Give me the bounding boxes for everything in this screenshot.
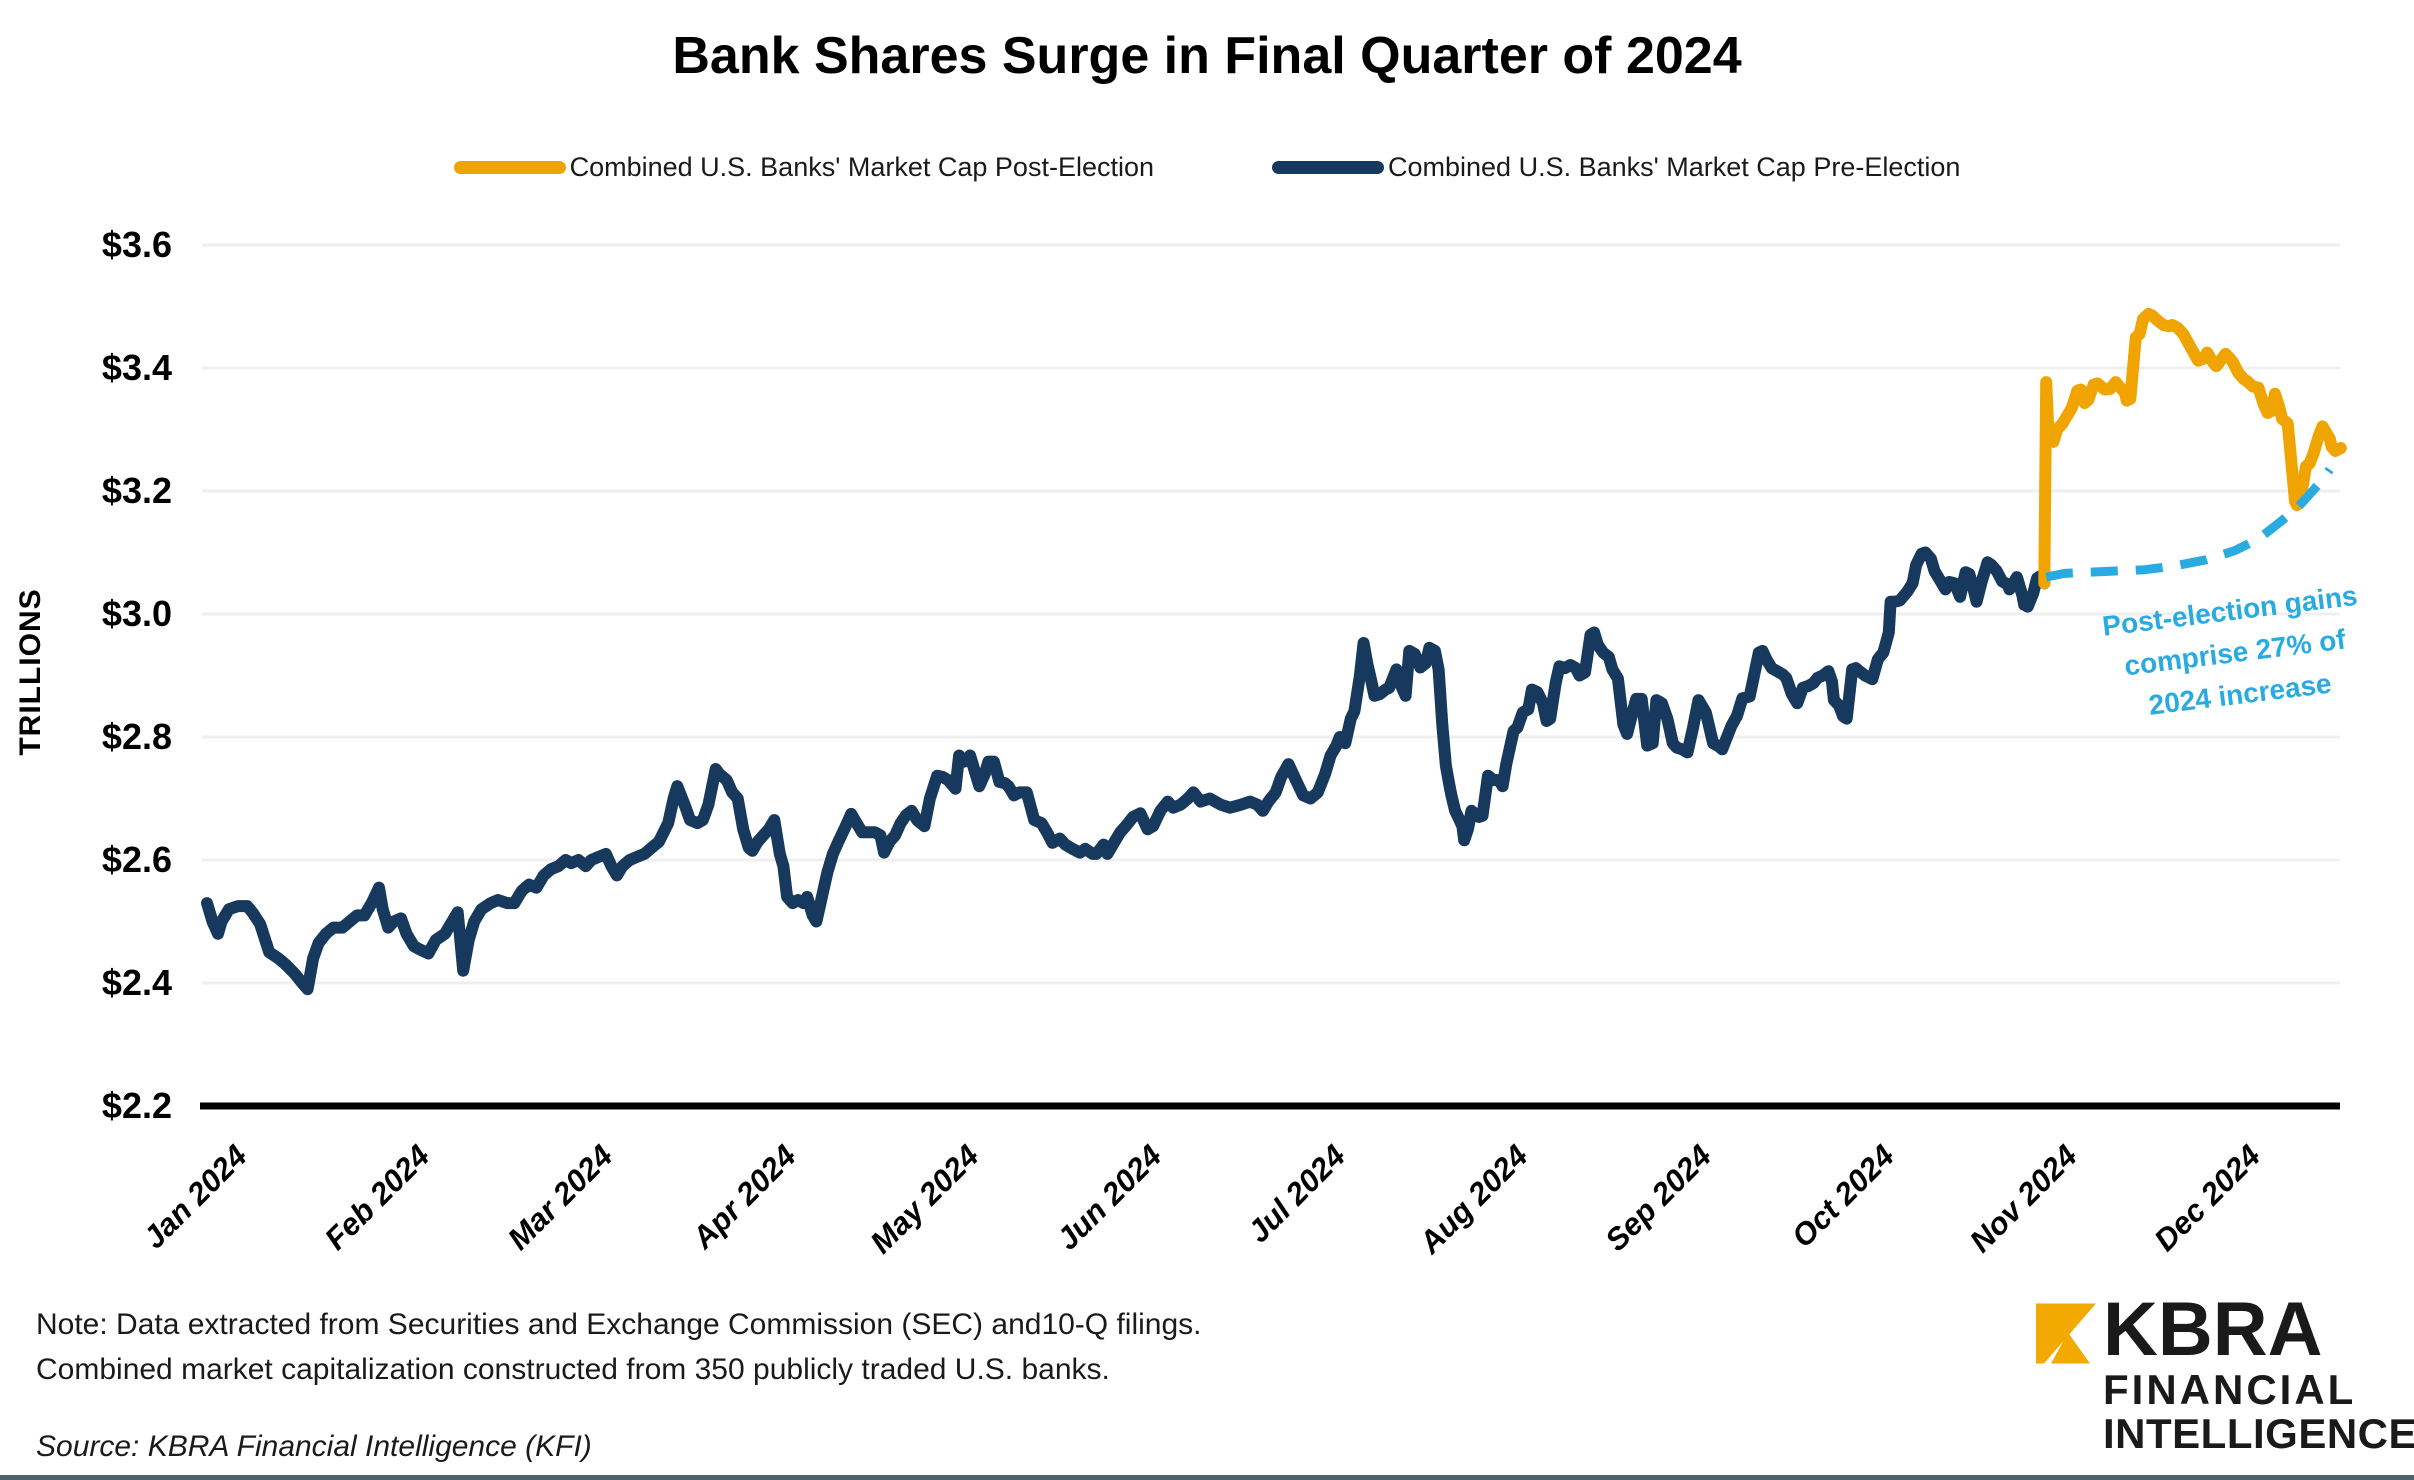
legend-item-post-election: Combined U.S. Banks' Market Cap Post-Ele…	[453, 152, 1154, 183]
y-tick-label: $3.0	[101, 593, 172, 634]
logo-wordmark: KBRA	[2103, 1287, 2323, 1372]
logo-subtitle-intelligence: INTELLIGENCE	[2103, 1410, 2414, 1457]
y-tick-label: $3.2	[101, 470, 172, 511]
footnote-line: Note: Data extracted from Securities and…	[36, 1308, 1202, 1341]
y-tick-label: $2.6	[101, 839, 172, 880]
series-line-projection	[2045, 466, 2334, 582]
legend: Combined U.S. Banks' Market Cap Post-Ele…	[0, 152, 2414, 183]
y-tick-label: $2.4	[101, 962, 172, 1003]
series-line-pre-election	[201, 546, 2051, 996]
y-tick-label: $2.2	[101, 1085, 172, 1126]
footnote-line: Combined market capitalization construct…	[36, 1353, 1110, 1386]
y-tick-label: $3.6	[101, 224, 172, 265]
logo-subtitle-financial: FINANCIAL	[2103, 1366, 2357, 1413]
y-axis-title: TRILLIONS	[14, 588, 47, 756]
kbra-logo-icon	[2036, 1303, 2096, 1364]
legend-swatch	[1272, 161, 1384, 174]
chart-title: Bank Shares Surge in Final Quarter of 20…	[672, 27, 1742, 85]
source-credit: Source: KBRA Financial Intelligence (KFI…	[36, 1430, 592, 1463]
legend-item-pre-election: Combined U.S. Banks' Market Cap Pre-Elec…	[1272, 152, 1960, 183]
legend-label: Combined U.S. Banks' Market Cap Post-Ele…	[569, 152, 1154, 182]
bottom-border	[0, 1475, 2414, 1480]
y-tick-label: $2.8	[101, 716, 172, 757]
legend-label: Combined U.S. Banks' Market Cap Pre-Elec…	[1388, 152, 1961, 182]
y-tick-label: $3.4	[101, 347, 172, 388]
footnote: Note: Data extracted from Securities and…	[36, 1302, 1202, 1392]
legend-swatch	[453, 161, 566, 174]
series-line-post-election	[2038, 307, 2347, 590]
